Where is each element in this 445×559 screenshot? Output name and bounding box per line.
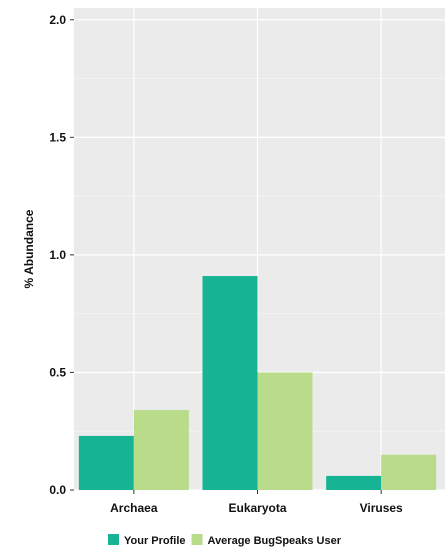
bar-average-user-eukaryota bbox=[257, 372, 313, 490]
x-tick-label-archaea: Archaea bbox=[110, 501, 158, 515]
y-tick-label: 0.0 bbox=[49, 483, 66, 497]
bar-your-profile-archaea bbox=[78, 435, 134, 490]
legend-label-your-profile: Your Profile bbox=[124, 535, 186, 547]
legend-label-average-user: Average BugSpeaks User bbox=[208, 535, 342, 547]
x-tick-label-eukaryota: Eukaryota bbox=[228, 501, 286, 515]
legend-swatch-average-user bbox=[191, 534, 203, 545]
y-tick-label: 1.0 bbox=[49, 248, 66, 262]
y-tick-label: 0.5 bbox=[49, 365, 66, 379]
x-tick-label-viruses: Viruses bbox=[360, 501, 403, 515]
y-axis-title: % Abundance bbox=[22, 209, 36, 288]
bar-average-user-viruses bbox=[381, 454, 437, 490]
y-tick-label: 1.5 bbox=[49, 130, 66, 144]
legend-swatch-your-profile bbox=[108, 534, 119, 545]
y-tick-label: 2.0 bbox=[49, 13, 66, 27]
bar-your-profile-viruses bbox=[326, 475, 382, 490]
bar-your-profile-eukaryota bbox=[202, 276, 258, 490]
bar-average-user-archaea bbox=[133, 410, 189, 490]
